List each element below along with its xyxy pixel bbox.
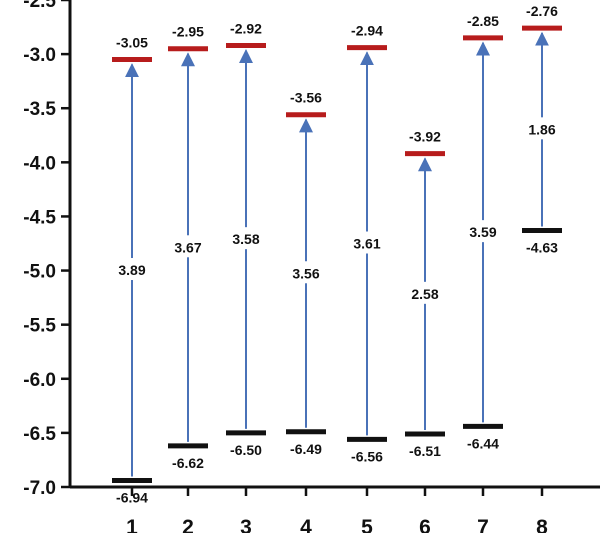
band-gap-label: 2.58 (411, 286, 438, 302)
homo-value-label: -4.63 (526, 240, 558, 256)
homo-value-label: -6.51 (409, 443, 441, 459)
band-gap-label: 3.61 (353, 236, 380, 252)
x-tick-label: 7 (477, 516, 489, 533)
y-tick-label: -6.0 (23, 370, 56, 391)
gap-label-background (170, 235, 206, 258)
y-tick-label: -4.0 (23, 153, 56, 174)
band-gap-label: 3.67 (174, 239, 201, 255)
gap-label-background (465, 220, 501, 243)
gap-label-background (349, 231, 385, 254)
homo-value-label: -6.49 (290, 441, 322, 457)
lumo-value-label: -2.92 (230, 20, 262, 36)
homo-value-label: -6.50 (230, 442, 262, 458)
y-tick-label: -4.5 (23, 207, 56, 228)
homo-value-label: -6.56 (351, 448, 383, 464)
homo-value-label: -6.44 (467, 435, 499, 451)
band-gap-label: 1.86 (528, 121, 555, 137)
y-tick-label: -5.0 (23, 262, 56, 283)
gap-label-background (524, 117, 560, 140)
y-tick-label: -3.0 (23, 45, 56, 66)
x-tick-label: 3 (240, 516, 252, 533)
x-tick-label: 2 (182, 516, 194, 533)
x-tick-label: 5 (361, 516, 373, 533)
band-gap-label: 3.59 (469, 224, 496, 240)
y-tick-label: -5.5 (23, 316, 56, 337)
homo-value-label: -6.94 (116, 490, 148, 506)
band-gap-label: 3.89 (118, 262, 145, 278)
gap-label-background (288, 261, 324, 284)
band-gap-label: 3.58 (232, 231, 259, 247)
chart-marks: 3.89 -3.05 -6.94 3.67 -2.95 -6.62 3.58 -2.92 -6.… (112, 3, 562, 506)
lumo-value-label: -3.92 (409, 129, 441, 145)
band-gap-label: 3.56 (292, 265, 319, 281)
gap-label-background (407, 281, 443, 304)
homo-value-label: -6.62 (172, 455, 204, 471)
x-tick-label: 6 (419, 516, 431, 533)
x-tick-label: 4 (300, 516, 312, 533)
x-tick-label: 8 (536, 516, 548, 533)
y-tick-label: -3.5 (23, 99, 56, 120)
gap-label-background (114, 258, 150, 281)
lumo-value-label: -3.05 (116, 35, 148, 51)
y-tick-label: -2.5 (23, 0, 56, 12)
lumo-value-label: -2.94 (351, 23, 383, 39)
lumo-value-label: -3.56 (290, 90, 322, 106)
y-tick-label: -7.0 (23, 478, 56, 499)
x-tick-label: 1 (126, 516, 138, 533)
gap-label-background (228, 227, 264, 250)
lumo-value-label: -2.85 (467, 13, 499, 29)
lumo-value-label: -2.95 (172, 24, 204, 40)
y-tick-label: -6.5 (23, 424, 56, 445)
lumo-value-label: -2.76 (526, 3, 558, 19)
axes: -2.5 -3.0 -3.5 -4.0 -4.5 -5.0 -5.5 -6.0 -6.5 -7.0… (23, 0, 600, 533)
